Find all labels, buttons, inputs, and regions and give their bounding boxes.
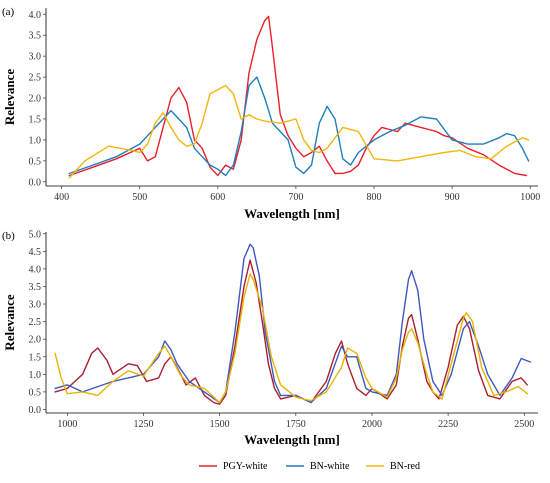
legend: PGY-white BN-white BN-red (199, 461, 420, 472)
series-line-bn-red (68, 84, 530, 179)
x-tick-label: 600 (210, 192, 225, 203)
panel-b: (b) 1000 1250 1500 1750 2000 2250 2500 0.0 0.5 1.0… (2, 229, 538, 447)
x-tick-label: 1000 (520, 192, 540, 203)
y-tick-label: 3.0 (29, 300, 42, 311)
y-tick-label: 0.5 (29, 387, 42, 398)
series-line-pgy-white (54, 259, 528, 405)
y-tick-label: 2.5 (29, 317, 42, 328)
y-tick-label: 4.5 (29, 247, 42, 258)
series-line-bn-white (54, 243, 532, 404)
y-tick-label: 0.0 (29, 177, 42, 188)
legend-label-bn-white: BN-white (310, 461, 350, 472)
y-tick-label: 2.5 (29, 73, 42, 84)
y-axis-title: Relevance (2, 69, 17, 126)
panel-label: (b) (2, 230, 15, 242)
legend-label-pgy-white: PGY-white (223, 461, 268, 472)
x-tick-label: 2250 (438, 419, 458, 430)
panel-label: (a) (2, 6, 15, 18)
x-tick-label: 2000 (362, 419, 382, 430)
series-line-bn-red (54, 273, 528, 404)
x-tick-label: 1000 (57, 419, 77, 430)
x-tick-label: 1500 (210, 419, 230, 430)
x-tick-label: 500 (132, 192, 147, 203)
x-axis-title: Wavelength [nm] (244, 206, 340, 221)
y-tick-label: 1.0 (29, 135, 42, 146)
x-tick-label: 900 (445, 192, 460, 203)
x-tick-label: 400 (54, 192, 69, 203)
x-axis-title: Wavelength [nm] (244, 432, 340, 447)
y-axis-title: Relevance (2, 294, 17, 351)
panel-a: (a) 400 500 600 700 800 900 1000 0.0 0.5 1.0 1.5 2.0… (2, 6, 540, 221)
y-tick-label: 0.0 (29, 405, 42, 416)
y-tick-label: 4.0 (29, 10, 42, 21)
y-tick-label: 1.5 (29, 114, 42, 125)
y-tick-label: 1.0 (29, 370, 42, 381)
y-tick-label: 1.5 (29, 352, 42, 363)
x-tick-label: 700 (288, 192, 303, 203)
y-tick-label: 5.0 (29, 229, 42, 240)
x-tick-label: 1250 (133, 419, 153, 430)
x-tick-label: 2500 (514, 419, 534, 430)
legend-label-bn-red: BN-red (390, 461, 420, 472)
y-tick-label: 3.5 (29, 31, 42, 42)
y-tick-label: 4.0 (29, 264, 42, 275)
y-tick-label: 0.5 (29, 156, 42, 167)
y-tick-label: 2.0 (29, 335, 42, 346)
y-tick-label: 3.0 (29, 52, 42, 63)
series-line-pgy-white (68, 15, 527, 177)
y-tick-label: 2.0 (29, 94, 42, 105)
x-tick-label: 1750 (286, 419, 306, 430)
x-tick-label: 800 (367, 192, 382, 203)
y-tick-label: 3.5 (29, 282, 42, 293)
